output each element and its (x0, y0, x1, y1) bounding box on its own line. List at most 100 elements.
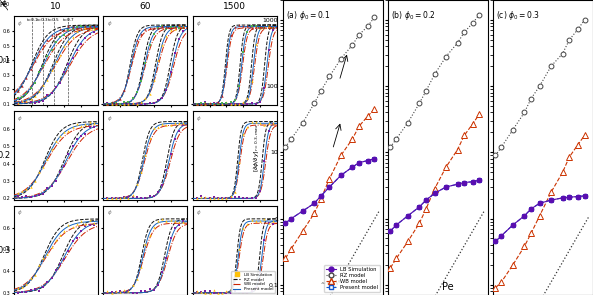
Point (234, 83, 244, 88)
Point (76, 124, 86, 129)
Point (153, 283, 162, 287)
Legend: LB Simulation, RZ model, WB model, Present model: LB Simulation, RZ model, WB model, Prese… (231, 271, 275, 293)
Point (141, 242, 150, 247)
Text: $\phi$: $\phi$ (196, 19, 202, 28)
Point (115, 96, 125, 101)
Point (85, 125, 94, 130)
Point (196, 194, 206, 199)
Point (47, 33, 56, 37)
Point (230, 194, 240, 199)
Point (34, 70, 44, 75)
Point (209, 102, 218, 106)
Point (205, 289, 214, 294)
Point (226, 291, 235, 295)
Point (111, 290, 120, 294)
Point (192, 290, 202, 294)
Point (63, 39, 73, 44)
Point (157, 24, 167, 29)
Point (243, 222, 252, 227)
Point (17, 285, 27, 290)
Point (226, 286, 235, 291)
Text: $\phi$: $\phi$ (196, 209, 202, 217)
Point (209, 102, 218, 106)
Point (85, 27, 94, 31)
Point (251, 286, 260, 291)
Point (81, 23, 90, 28)
Point (128, 193, 138, 198)
Point (166, 26, 176, 30)
Point (260, 24, 269, 29)
Point (213, 291, 223, 295)
Point (218, 102, 227, 106)
Point (119, 88, 129, 93)
Point (72, 222, 82, 227)
Point (103, 195, 112, 200)
Point (34, 263, 44, 268)
Point (178, 25, 188, 30)
Point (247, 100, 256, 105)
Point (251, 196, 260, 201)
Text: 10: 10 (50, 2, 62, 11)
Point (25, 67, 35, 71)
Point (247, 289, 256, 293)
Point (25, 185, 35, 189)
Point (256, 100, 265, 104)
Point (230, 289, 240, 293)
Point (268, 122, 278, 126)
Point (251, 24, 260, 29)
Point (55, 262, 65, 266)
Point (149, 78, 158, 83)
Point (47, 276, 56, 280)
Point (119, 289, 129, 294)
Point (107, 99, 116, 104)
Point (68, 55, 78, 60)
Point (157, 43, 167, 48)
Point (153, 26, 162, 31)
Point (72, 236, 82, 241)
Point (51, 31, 60, 36)
Point (34, 192, 44, 197)
Point (124, 100, 133, 104)
Point (256, 25, 265, 30)
Point (196, 100, 206, 105)
Point (21, 194, 31, 199)
Point (124, 75, 133, 79)
Point (200, 100, 210, 105)
Point (222, 196, 231, 201)
Point (13, 89, 23, 94)
Point (166, 24, 176, 29)
Point (103, 289, 112, 294)
Point (115, 196, 125, 201)
Point (243, 124, 252, 129)
Point (162, 255, 171, 260)
Text: $\phi$: $\phi$ (107, 19, 112, 28)
Point (178, 29, 188, 33)
Point (43, 93, 52, 98)
Point (136, 102, 146, 106)
Point (55, 81, 65, 86)
Point (47, 245, 56, 249)
Point (25, 96, 35, 101)
Point (196, 102, 206, 106)
Text: 0.1: 0.1 (0, 56, 11, 65)
Point (30, 94, 40, 98)
Point (174, 37, 184, 42)
Text: $\phi_0$: $\phi_0$ (1, 0, 11, 9)
Point (132, 291, 142, 295)
Point (76, 218, 86, 223)
Point (115, 196, 125, 201)
Text: $\phi$: $\phi$ (107, 114, 112, 123)
Point (264, 220, 273, 225)
Point (166, 70, 176, 75)
Y-axis label: [$\partial\phi/\partial y$]$_{r=0.3,max}$: [$\partial\phi/\partial y$]$_{r=0.3,max}… (251, 123, 261, 172)
Point (247, 119, 256, 124)
Point (39, 191, 48, 196)
Point (89, 23, 98, 28)
Text: $\phi$: $\phi$ (196, 114, 202, 123)
Point (59, 256, 69, 261)
Point (222, 100, 231, 105)
Point (111, 101, 120, 105)
Point (59, 163, 69, 168)
Point (115, 102, 125, 106)
Point (222, 289, 231, 293)
